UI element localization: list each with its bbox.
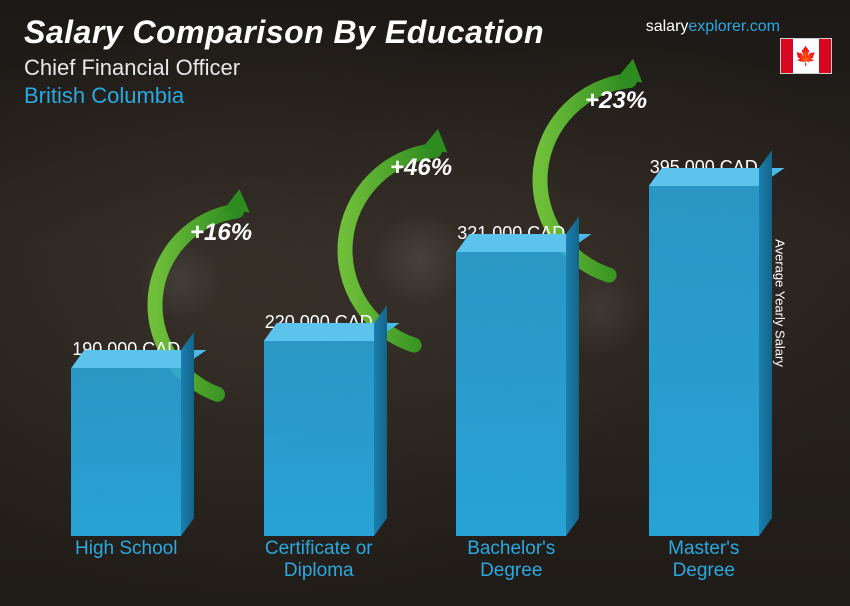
bar (649, 186, 759, 536)
bar-chart: +16%+46%+23% 190,000 CAD220,000 CAD321,0… (30, 120, 800, 586)
bar-top-face (264, 323, 387, 341)
bar-group: 395,000 CAD (608, 157, 801, 536)
bar (264, 341, 374, 536)
brand-right: explorer.com (688, 18, 780, 35)
maple-leaf-icon: 🍁 (795, 47, 817, 65)
bar (71, 368, 181, 536)
region-label: British Columbia (24, 83, 826, 109)
bar-top-face (456, 234, 579, 252)
brand-watermark: salaryexplorer.com (646, 18, 780, 36)
bar-group: 321,000 CAD (415, 223, 608, 536)
job-title: Chief Financial Officer (24, 55, 826, 81)
x-labels-container: High SchoolCertificate orDiplomaBachelor… (30, 538, 800, 586)
brand-left: salary (646, 18, 689, 35)
x-axis-label: Master'sDegree (608, 538, 801, 586)
canada-flag-icon: 🍁 (780, 38, 832, 74)
bar (456, 252, 566, 536)
x-axis-label: Bachelor'sDegree (415, 538, 608, 586)
bar-top-face (649, 168, 772, 186)
bars-container: 190,000 CAD220,000 CAD321,000 CAD395,000… (30, 120, 800, 536)
x-axis-label: Certificate orDiploma (223, 538, 416, 586)
bar-top-face (71, 350, 194, 368)
x-axis-label: High School (30, 538, 223, 586)
bar-group: 190,000 CAD (30, 339, 223, 536)
bar-group: 220,000 CAD (223, 312, 416, 536)
